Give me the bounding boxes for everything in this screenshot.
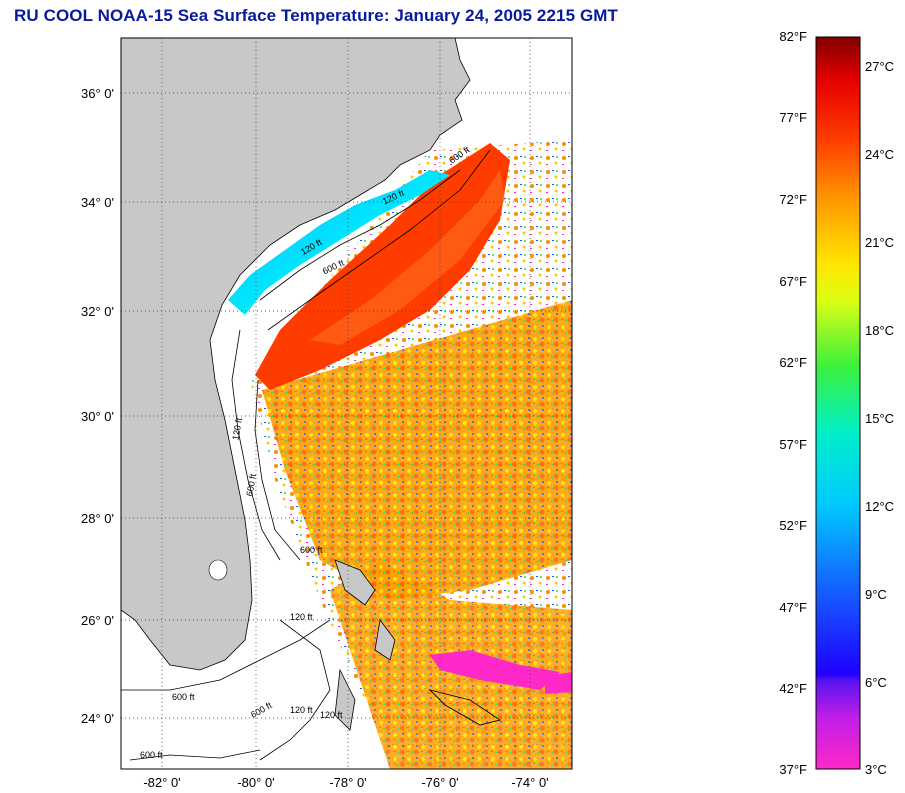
island-grand-bahama: [334, 559, 376, 606]
lon-label-82: -82° 0': [143, 775, 181, 790]
map-border: [120, 37, 573, 770]
lon-label-78: -78° 0': [329, 775, 367, 790]
lon-label-80: -80° 0': [237, 775, 275, 790]
gulf-stream-band: [255, 143, 510, 390]
colorbar-c-6: 6°C: [865, 675, 887, 690]
cold-streak: [430, 650, 560, 690]
contour-label: 120 ft: [290, 612, 313, 622]
colorbar-f-62: 62°F: [779, 355, 807, 370]
cold-streak-east: [545, 672, 572, 694]
island-abaco: [374, 619, 396, 661]
contour-label: 120 ft: [320, 710, 343, 720]
lat-label-36: 36° 0': [81, 86, 114, 101]
lat-label-26: 26° 0': [81, 613, 114, 628]
contour-120ft-florida: [231, 329, 281, 561]
gulf-stream-core: [310, 170, 505, 345]
colorbar-f-42: 42°F: [779, 681, 807, 696]
lat-label-34: 34° 0': [81, 195, 114, 210]
colorbar-c-12: 12°C: [865, 499, 895, 514]
island-eleuthera: [428, 689, 502, 726]
lon-label-76: -76° 0': [421, 775, 459, 790]
contour-cuba: [129, 749, 261, 761]
colorbar-c-3: 3°C: [865, 762, 887, 777]
colorbar-f-72: 72°F: [779, 192, 807, 207]
contour-600ft-north: [267, 149, 491, 331]
colorbar-c-24: 24°C: [865, 147, 895, 162]
colorbar-c-15: 15°C: [865, 411, 895, 426]
contour-120ft-north: [259, 169, 461, 301]
colorbar: [815, 36, 861, 770]
map-title: RU COOL NOAA-15 Sea Surface Temperature:…: [14, 6, 619, 25]
lat-label-28: 28° 0': [81, 511, 114, 526]
colorbar-c-27: 27°C: [865, 59, 895, 74]
colorbar-c-18: 18°C: [865, 323, 895, 338]
land-mass: [121, 38, 471, 671]
lon-label-74: -74° 0': [511, 775, 549, 790]
colorbar-c-9: 9°C: [865, 587, 887, 602]
contour-straits: [259, 619, 331, 761]
lat-label-30: 30° 0': [81, 409, 114, 424]
colorbar-f-52: 52°F: [779, 518, 807, 533]
colorbar-c-21: 21°C: [865, 235, 895, 250]
colorbar-f-77: 77°F: [779, 110, 807, 125]
lat-label-24: 24° 0': [81, 711, 114, 726]
colorbar-f-37: 37°F: [779, 762, 807, 777]
colorbar-f-57: 57°F: [779, 437, 807, 452]
colorbar-f-82: 82°F: [779, 29, 807, 44]
sst-mid-region: [262, 300, 572, 600]
colorbar-f-67: 67°F: [779, 274, 807, 289]
contour-label: 600 ft: [172, 692, 195, 702]
island-andros: [334, 668, 356, 731]
colorbar-f-47: 47°F: [779, 600, 807, 615]
contour-label: 120 ft: [290, 705, 313, 715]
lat-label-32: 32° 0': [81, 304, 114, 319]
shelf-water: [228, 170, 450, 315]
contour-label: 600 ft: [300, 545, 323, 555]
contour-label: 600 ft: [140, 750, 163, 760]
contour-600ft-florida: [254, 379, 301, 561]
lake-okeechobee: [208, 559, 228, 581]
